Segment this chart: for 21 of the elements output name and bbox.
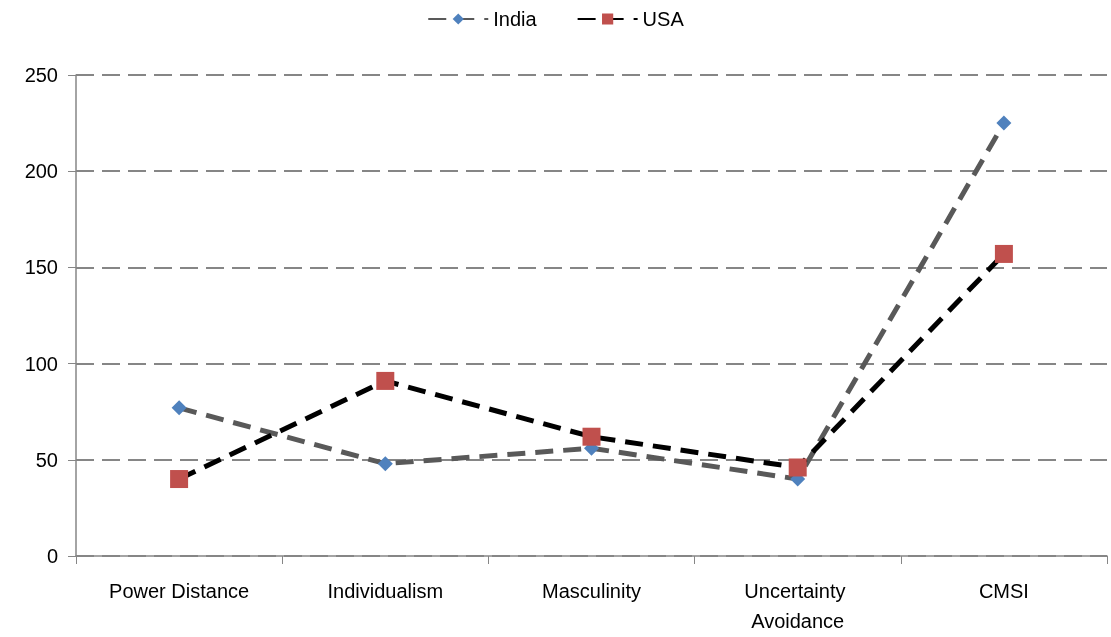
y-tick-label: 200 (24, 160, 58, 183)
y-tick-label: 250 (24, 64, 58, 86)
x-tick-label: Power Distance (109, 580, 250, 602)
y-tick-label: 0 (46, 545, 58, 567)
legend-label: USA (642, 8, 685, 30)
y-tick-label: 150 (24, 256, 58, 279)
x-tick-label: CMSI (978, 580, 1029, 602)
point (996, 115, 1012, 131)
y-tick-label: 50 (35, 448, 58, 471)
point (994, 244, 1013, 263)
x-tick-label: Uncertainty Avoidance (744, 580, 852, 632)
point (171, 400, 187, 416)
x-tick-label: Individualism (327, 580, 444, 602)
point (788, 458, 807, 477)
point (582, 427, 601, 446)
legend-label: India (493, 8, 538, 30)
point (170, 470, 189, 489)
point (376, 371, 395, 390)
x-tick-label: Masculinity (542, 580, 641, 602)
y-tick-label: 100 (24, 352, 58, 375)
point (377, 456, 393, 472)
